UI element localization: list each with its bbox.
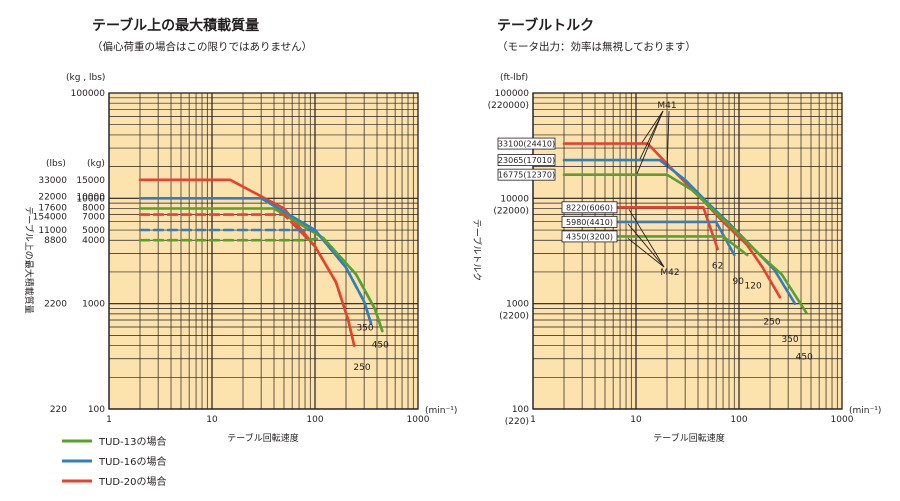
ref-tick-kg: 8000 xyxy=(82,204,105,214)
end-label: 120 xyxy=(745,282,762,292)
callout-leader xyxy=(666,110,670,172)
value-box xyxy=(561,230,618,243)
legend-label: TUD-13の場合 xyxy=(98,435,166,448)
x-tick-label: 1000 xyxy=(831,415,854,425)
x-tick-label: 100 xyxy=(306,415,323,425)
y-tick-label-alt: (220000) xyxy=(488,101,529,111)
value-box xyxy=(497,154,556,167)
y-tick-label-alt: (22000) xyxy=(493,206,529,216)
callout-leader xyxy=(639,110,664,160)
end-label: 450 xyxy=(372,340,389,350)
right-grid xyxy=(532,92,843,410)
right-chart: テーブルトルク （モータ出力：効率は無視しております） 1 10 100 1000 10… xyxy=(471,17,881,444)
left-tick-labels: 1 10 100 1000 100000 10000 1000 100 220 2200 33000… xyxy=(33,89,430,425)
right-chart-subtitle: （モータ出力：効率は無視しております） xyxy=(497,40,696,53)
right-x-unit: (min⁻¹) xyxy=(849,406,881,416)
series-tud-20-dashed- xyxy=(138,213,356,347)
left-y-axis-title: テーブル上の最大積載質量 xyxy=(23,206,35,313)
left-plot-area xyxy=(109,93,418,409)
left-y-unit-kg: (kg) xyxy=(87,159,105,169)
end-label: 250 xyxy=(353,363,370,373)
callout-leader xyxy=(627,238,665,268)
right-y-axis-title: テーブルトルク xyxy=(471,219,483,281)
ref-tick-lbs: 17600 xyxy=(38,204,67,214)
x-tick-label: 1 xyxy=(106,415,112,425)
left-series xyxy=(138,178,384,347)
y-tick-label: 100000 xyxy=(495,89,530,99)
y-tick-label: 10000 xyxy=(76,194,105,204)
value-box xyxy=(561,215,618,228)
end-label: 350 xyxy=(781,335,798,345)
end-label: 62 xyxy=(712,262,723,272)
right-chart-title: テーブルトルク xyxy=(497,17,594,34)
x-tick-label: 10 xyxy=(630,415,642,425)
value-box xyxy=(497,137,556,150)
x-tick-label: 10 xyxy=(206,415,218,425)
value-box xyxy=(561,201,618,214)
legend: TUD-13の場合 TUD-16の場合 TUD-20の場合 xyxy=(62,435,166,488)
left-y-unit: (kg , lbs) xyxy=(66,73,105,83)
y-tick-label: 100000 xyxy=(71,89,106,99)
y-tick-label-lbs: 220 xyxy=(50,405,67,415)
ref-tick-lbs: 33000 xyxy=(38,176,67,186)
x-tick-label: 100 xyxy=(730,415,747,425)
ref-tick-kg: 15000 xyxy=(76,176,105,186)
x-tick-label: 1 xyxy=(530,415,536,425)
end-label: 250 xyxy=(763,318,780,328)
y-tick-label: 100 xyxy=(88,405,105,415)
ref-tick-kg: 4000 xyxy=(82,236,105,246)
series-tud-13-m41 xyxy=(562,173,808,315)
x-tick-label: 1000 xyxy=(407,415,430,425)
left-y-unit-lbs: (lbs) xyxy=(46,159,66,169)
callout-m42: M42 xyxy=(660,268,679,278)
left-chart: テーブル上の最大積載質量 （偏心荷重の場合はこの限りではありません） 1 10 10… xyxy=(23,17,457,444)
series-tud-13-dashed- xyxy=(138,236,384,333)
y-tick-label: 10000 xyxy=(500,194,529,204)
ref-tick-kg: 7000 xyxy=(82,213,105,223)
series-tud-16-dashed- xyxy=(138,228,373,325)
right-plot-area xyxy=(533,93,842,409)
value-box xyxy=(497,168,556,181)
y-tick-label: 1000 xyxy=(506,300,529,310)
end-label: 350 xyxy=(356,324,373,334)
left-chart-title: テーブル上の最大積載質量 xyxy=(92,17,259,34)
ref-tick-lbs: 8800 xyxy=(44,236,67,246)
y-tick-label-alt: (2200) xyxy=(499,312,529,322)
plot-frame xyxy=(108,92,419,410)
callout-leader xyxy=(641,110,664,143)
left-x-axis-title: テーブル回転速度 xyxy=(227,432,298,444)
value-box-label: 23065(17010) xyxy=(498,156,555,165)
y-tick-label: 100 xyxy=(512,405,529,415)
ref-tick-lbs: 11000 xyxy=(38,226,67,236)
y-tick-label-lbs: 2200 xyxy=(44,300,67,310)
callout-leader xyxy=(628,209,665,268)
right-annotations: 33100(24410) 23065(17010) 16775(12370) 8220… xyxy=(497,101,813,362)
value-box-label: 8220(6060) xyxy=(566,203,613,212)
legend-label: TUD-20の場合 xyxy=(98,475,166,488)
ref-tick-kg: 10000 xyxy=(76,192,105,202)
ref-tick-lbs: 154000 xyxy=(33,213,68,223)
value-box-label: 4350(3200) xyxy=(566,232,613,241)
left-grid xyxy=(108,92,419,410)
callout-m41: M41 xyxy=(657,101,676,111)
left-x-unit: (min⁻¹) xyxy=(425,406,457,416)
legend-label: TUD-16の場合 xyxy=(98,455,166,468)
y-tick-label: 1000 xyxy=(82,300,105,310)
ref-tick-lbs: 22000 xyxy=(38,192,67,202)
ref-tick-kg: 5000 xyxy=(82,226,105,236)
right-y-unit: (ft-lbf) xyxy=(500,73,528,83)
end-label: 450 xyxy=(796,352,813,362)
callout-leader xyxy=(636,110,664,174)
right-x-axis-title: テーブル回転速度 xyxy=(653,432,724,444)
value-box-label: 33100(24410) xyxy=(498,140,555,149)
plot-frame xyxy=(532,92,843,410)
end-label: 90 xyxy=(733,277,745,287)
y-tick-label-alt: (220) xyxy=(505,417,529,427)
value-box-label: 16775(12370) xyxy=(498,171,555,180)
value-box-label: 5980(4410) xyxy=(566,218,613,227)
callout-leader xyxy=(627,223,665,268)
right-tick-labels: 1 10 100 1000 100000 (220000) 10000 (22000) 1000… xyxy=(488,89,854,427)
left-chart-subtitle: （偏心荷重の場合はこの限りではありません） xyxy=(92,40,312,53)
